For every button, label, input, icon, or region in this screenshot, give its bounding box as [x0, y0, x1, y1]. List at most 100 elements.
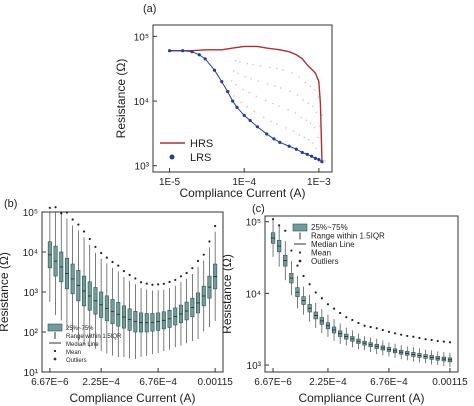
panel-a-cycle-point — [303, 136, 306, 139]
panel-a-y-axis-label: Resistance (Ω) — [114, 59, 128, 139]
panel-b-outlier — [185, 271, 188, 275]
panel-a-lrs-point — [265, 132, 269, 136]
panel-b-outlier — [48, 206, 51, 209]
panel-c-legend-outlier-swatch — [298, 259, 302, 263]
panel-a-cycle-point — [257, 80, 260, 82]
panel-c-outlier — [430, 338, 433, 342]
panel-c-outlier — [351, 318, 354, 322]
panel-a-cycle-point — [274, 85, 276, 87]
panel-c-x-tick-label: 0.00115 — [432, 377, 468, 388]
panel-a-cycle-point — [298, 76, 301, 78]
panel-b-legend-label: Outliers — [66, 358, 87, 364]
panel-c-plot-frame — [264, 215, 459, 373]
panel-a-x-tick-label: 1E−4 — [232, 177, 256, 188]
panel-a-cycle-point — [250, 77, 252, 80]
panel-b-legend-mean-swatch — [54, 350, 56, 352]
panel-b-outlier — [208, 240, 211, 243]
panel-b-outlier — [111, 260, 114, 264]
panel-a-cycle-point — [276, 123, 278, 126]
panel-b-x-axis-label: Compliance Current (A) — [69, 391, 195, 405]
panel-a-cycle-point — [237, 72, 239, 75]
panel-a-cycle-point — [242, 88, 245, 91]
panel-a-cycle-point — [307, 102, 310, 105]
panel-c-legend-label: Range within 1.5IQR — [311, 232, 385, 241]
panel-a-cycle-point — [294, 112, 297, 114]
panel-b-outlier — [174, 278, 177, 282]
panel-c-legend-box-swatch — [292, 223, 308, 232]
panel-a-lrs-point — [317, 157, 321, 162]
panel-c-x-axis-label: Compliance Current (A) — [298, 391, 424, 405]
panel-a-cycle-point — [317, 96, 320, 98]
panel-b-y-tick-label: 10³ — [24, 288, 39, 299]
panel-c-legend-label: Outliers — [311, 257, 339, 266]
panel-b-outlier — [122, 269, 126, 273]
panel-b-outlier — [71, 218, 74, 221]
panel-c-y-tick-label: 10⁴ — [246, 289, 261, 300]
panel-b-legend-box-swatch — [47, 323, 63, 332]
panel-c-outlier — [284, 229, 287, 232]
panel-b-outlier — [117, 264, 120, 267]
panel-a-cycle-point — [296, 94, 299, 96]
panel-c-outlier — [418, 336, 421, 340]
panel-c-outlier — [302, 274, 305, 278]
panel-c-legend-label: Mean — [311, 249, 331, 258]
panel-b-legend: 25%~75% Range within 1.5IQR Median Line Mea… — [47, 323, 122, 364]
panel-a: (a) 1E-5 1E−4 1E−3 10³ 10⁴ 10⁵ Compliance Curre… — [114, 3, 333, 200]
panel-a-cycle-point — [228, 90, 231, 92]
panel-b-y-tick-label: 10⁵ — [23, 208, 38, 219]
panel-c-y-tick-label: 10⁵ — [246, 218, 261, 229]
panel-b: (b) 10¹ 10² 10³ 10⁴ 10⁵ 6.67E−6 2.25E−4 6.76E−4 0… — [0, 198, 233, 405]
panel-c-x-tick-label: 6.67E−6 — [254, 377, 292, 388]
panel-c-outlier — [375, 327, 378, 330]
panel-c-outlier — [381, 328, 384, 332]
panel-a-cycle-point — [253, 110, 256, 113]
panel-c-outlier — [296, 264, 299, 267]
panel-a-cycle-point — [289, 90, 291, 93]
panel-c-outlier — [393, 332, 397, 335]
panel-a-lrs-point — [231, 99, 235, 103]
panel-b-outlier — [54, 206, 57, 209]
panel-a-lrs-point — [272, 137, 276, 141]
panel-c-outlier — [357, 321, 360, 325]
panel-a-cycle-point — [302, 99, 305, 101]
panel-c-outlier — [442, 340, 445, 343]
panel-a-cycle-point — [276, 67, 278, 70]
panel-a-cycle-point — [317, 136, 319, 139]
panel-c-outlier — [406, 334, 409, 338]
panel-c-outlier — [320, 297, 323, 300]
panel-a-cycle-point — [266, 83, 269, 85]
panel-b-x-tick-label: 0.00115 — [197, 377, 233, 388]
panel-a-lrs-point — [294, 147, 298, 151]
panel-b-outlier — [77, 223, 80, 226]
panel-c-outlier — [448, 341, 452, 344]
panel-a-lrs-point — [203, 57, 207, 61]
panel-a-cycle-point — [255, 95, 258, 98]
panel-a-cycle-point — [313, 126, 316, 129]
panel-c-outlier — [308, 283, 311, 286]
panel-a-cycle-point — [318, 160, 320, 163]
panel-c-legend-label: 25%~75% — [311, 223, 348, 232]
panel-b-outlier — [202, 253, 205, 256]
panel-b-outlier — [128, 273, 131, 277]
panel-a-cycle-point — [278, 105, 280, 107]
panel-b-outlier — [88, 237, 91, 241]
panel-c-outlier — [345, 316, 348, 319]
panel-a-cycle-point — [304, 81, 307, 84]
panel-b-label: (b) — [4, 198, 17, 210]
panel-b-outlier — [105, 256, 108, 259]
panel-a-cycle-point — [311, 105, 314, 108]
panel-b-legend-outlier-swatch — [53, 357, 57, 361]
panel-a-y-tick-label: 10⁵ — [134, 32, 149, 43]
panel-c-outlier — [363, 324, 366, 327]
panel-a-cycle-point — [282, 69, 284, 71]
panel-a-cycle-point — [298, 134, 301, 136]
panel-b-outlier — [65, 211, 69, 214]
panel-c-legend-label: Median Line — [311, 240, 355, 249]
panel-a-lrs-point — [226, 90, 230, 94]
panel-a-cycle-scatter — [228, 60, 326, 163]
panel-a-lrs-point — [167, 49, 172, 53]
panel-b-plot-frame — [41, 211, 224, 373]
panel-b-outlier — [139, 281, 143, 284]
panel-a-cycle-point — [272, 102, 274, 105]
